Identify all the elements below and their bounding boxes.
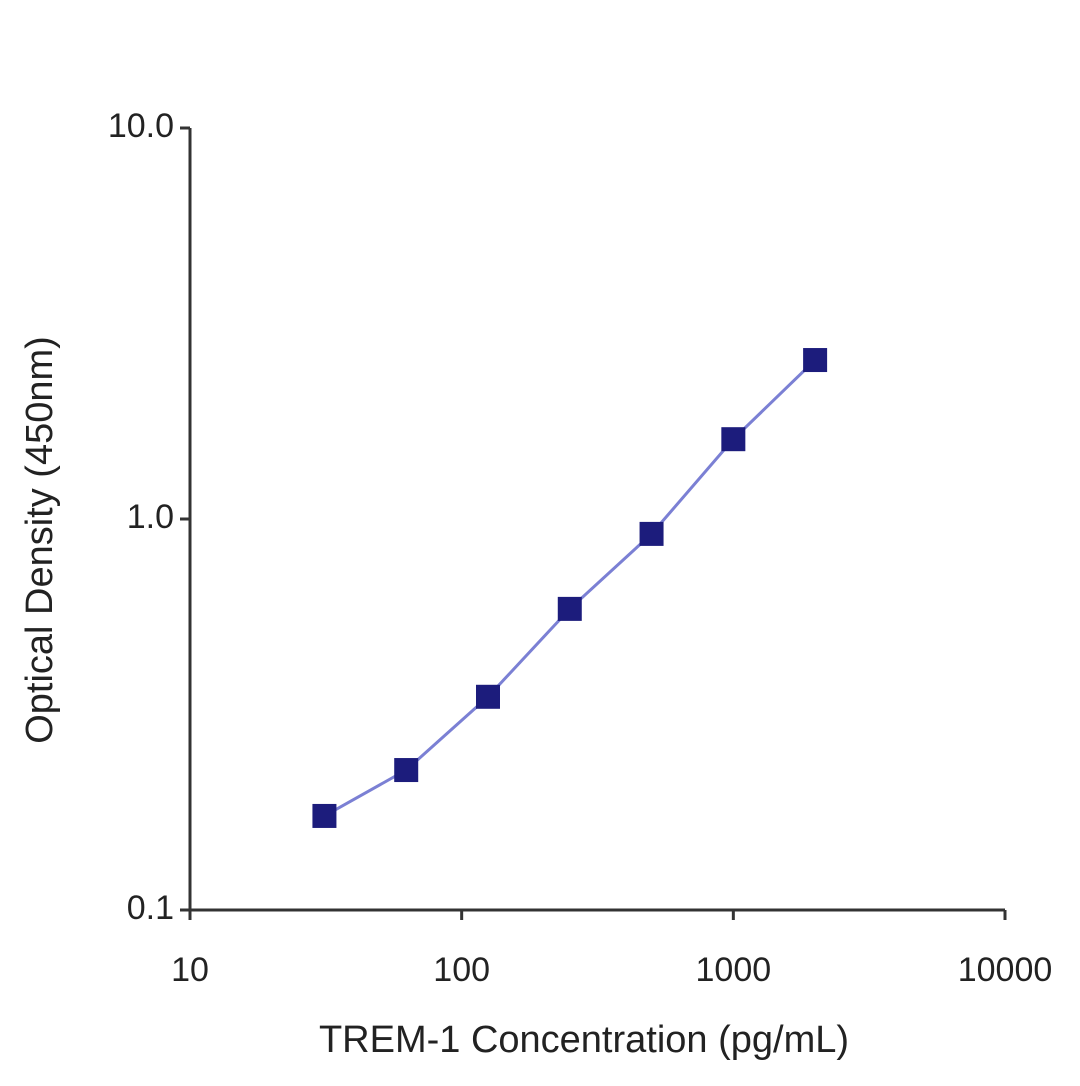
y-tick-label: 10.0 <box>108 107 174 145</box>
data-point <box>721 427 746 452</box>
data-point <box>557 596 582 621</box>
data-point <box>639 521 664 546</box>
x-axis-label: TREM-1 Concentration (pg/mL) <box>319 1019 849 1061</box>
y-tick-label: 1.0 <box>127 498 174 536</box>
data-point <box>803 348 828 373</box>
x-tick-label: 100 <box>433 951 490 989</box>
y-axis-label: Optical Density (450nm) <box>19 336 61 744</box>
x-tick-label: 1000 <box>696 951 772 989</box>
x-tick-label: 10 <box>171 951 209 989</box>
data-point <box>394 758 419 783</box>
data-point <box>312 803 337 828</box>
data-point <box>475 684 500 709</box>
y-tick-label: 0.1 <box>127 889 174 927</box>
x-tick-label: 10000 <box>958 951 1053 989</box>
